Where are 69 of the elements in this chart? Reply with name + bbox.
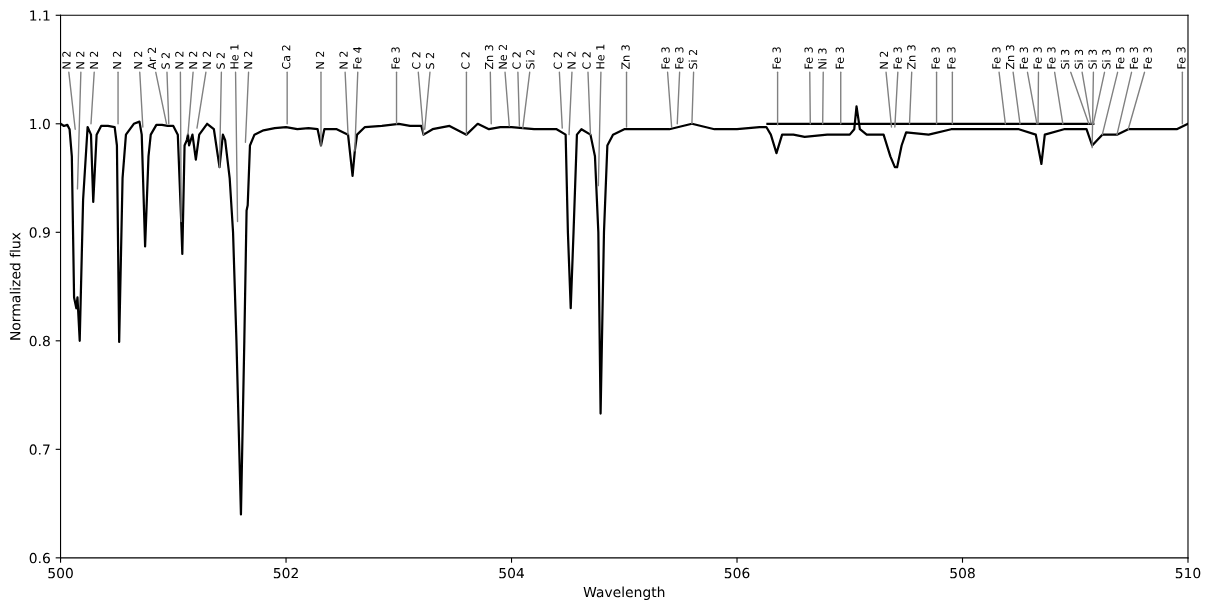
annotation: Si 3 bbox=[1074, 49, 1084, 69]
annotation: He 1 bbox=[230, 44, 239, 69]
annotation: Zn 3 bbox=[484, 45, 494, 70]
annotation: Fe 3 bbox=[1019, 47, 1029, 69]
annotation: He 1 bbox=[596, 44, 605, 69]
x-tick-label: 504 bbox=[499, 567, 524, 579]
x-tick-label: 500 bbox=[48, 567, 73, 579]
x-axis-title: Wavelength bbox=[583, 586, 665, 600]
annotation: Si 3 bbox=[1102, 49, 1111, 69]
annotation: Zn 3 bbox=[621, 45, 630, 70]
y-tick-label: 1.0 bbox=[30, 118, 50, 130]
annotation: N 2 bbox=[175, 51, 184, 69]
y-tick-label: 0.9 bbox=[29, 227, 50, 238]
annotation: Fe 3 bbox=[1047, 47, 1056, 69]
annotation: Si 3 bbox=[1088, 49, 1097, 69]
annotation: Fe 3 bbox=[947, 47, 956, 69]
annotation: N 2 bbox=[243, 51, 253, 69]
annotation: Ni 3 bbox=[818, 48, 827, 69]
annotation: Fe 3 bbox=[804, 47, 813, 69]
y-tick-label: 0.8 bbox=[29, 335, 50, 347]
y-tick-label: 0.7 bbox=[29, 444, 50, 455]
annotation: N 2 bbox=[76, 51, 85, 69]
annotation: Zn 3 bbox=[907, 45, 916, 70]
annotation: C 2 bbox=[512, 52, 521, 69]
annotation: Si 2 bbox=[525, 49, 535, 69]
annotation: N 2 bbox=[315, 51, 325, 69]
annotation: C 2 bbox=[461, 52, 470, 69]
annotation: Fe 3 bbox=[1177, 47, 1186, 69]
annotation: Fe 3 bbox=[391, 47, 400, 69]
annotation: C 2 bbox=[553, 52, 562, 69]
annotation: Fe 4 bbox=[353, 46, 362, 69]
annotation: N 2 bbox=[567, 51, 576, 69]
x-tick-label: 502 bbox=[273, 567, 298, 579]
annotation: Fe 3 bbox=[772, 47, 781, 69]
annotation: Si 3 bbox=[1060, 49, 1070, 69]
x-tick-label: 506 bbox=[724, 567, 750, 579]
annotation: N 2 bbox=[89, 51, 99, 69]
y-tick-label: 1.1 bbox=[30, 10, 50, 21]
annotation: Fe 3 bbox=[931, 47, 940, 69]
annotation: Ar 2 bbox=[147, 47, 156, 70]
annotation: C 2 bbox=[582, 52, 591, 69]
annotation: N 2 bbox=[879, 51, 888, 69]
annotation: N 2 bbox=[133, 51, 143, 69]
annotation: Fe 3 bbox=[661, 47, 670, 69]
annotation: N 2 bbox=[62, 51, 71, 69]
annotation: Si 2 bbox=[688, 49, 698, 69]
annotation: S 2 bbox=[161, 52, 170, 69]
x-tick-label: 510 bbox=[1175, 567, 1201, 579]
annotation: Fe 3 bbox=[1143, 47, 1152, 69]
annotation: Fe 3 bbox=[675, 47, 684, 69]
annotation: Fe 3 bbox=[893, 47, 902, 69]
annotation: C 2 bbox=[412, 52, 421, 69]
x-tick-label: 508 bbox=[950, 567, 975, 579]
annotation: N 2 bbox=[112, 51, 122, 69]
annotation: Ne 2 bbox=[498, 44, 508, 69]
annotation: Zn 3 bbox=[1005, 45, 1015, 70]
annotation: N 2 bbox=[339, 51, 348, 69]
annotation: Fe 3 bbox=[835, 47, 844, 69]
annotation: Ca 2 bbox=[281, 45, 291, 69]
annotation: N 2 bbox=[202, 51, 211, 69]
y-tick-label: 0.6 bbox=[29, 552, 50, 564]
annotation: S 2 bbox=[216, 52, 225, 69]
annotation: Fe 3 bbox=[1033, 47, 1042, 69]
annotation: Fe 3 bbox=[1129, 47, 1139, 69]
annotation: Fe 3 bbox=[1115, 47, 1125, 69]
y-axis-title: Normalized flux bbox=[9, 232, 21, 340]
annotation: Fe 3 bbox=[992, 47, 1001, 69]
annotation: S 2 bbox=[425, 52, 435, 69]
annotation: N 2 bbox=[188, 51, 198, 69]
